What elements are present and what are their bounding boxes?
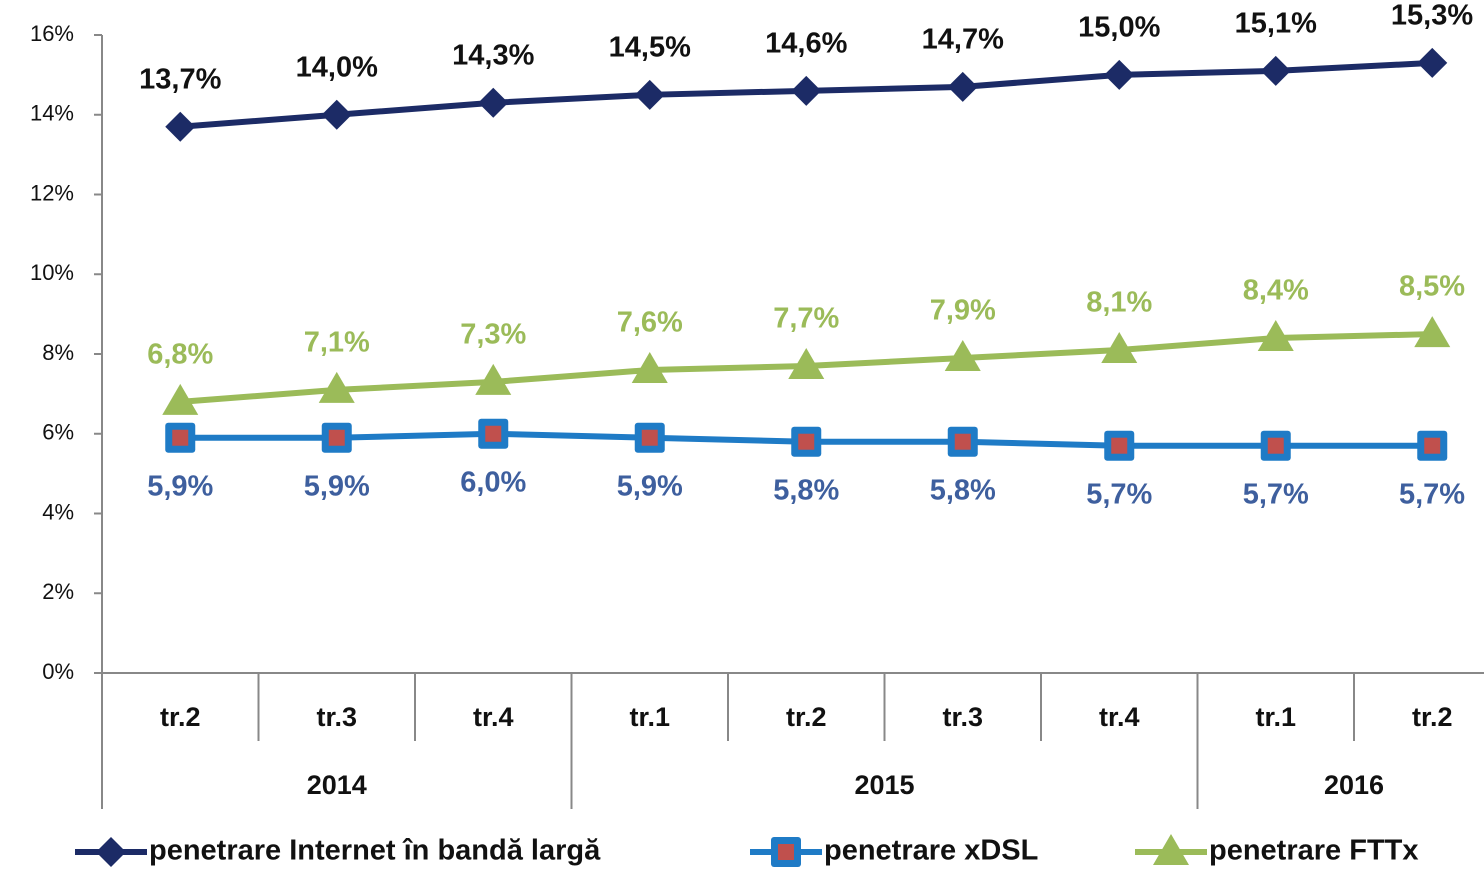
marker-core <box>798 433 815 450</box>
data-label: 5,8% <box>930 474 996 506</box>
x-tick-label: tr.3 <box>316 702 357 732</box>
x-tick-label: tr.3 <box>942 702 983 732</box>
y-tick-label: 0% <box>42 659 74 684</box>
marker <box>318 371 355 403</box>
data-label: 14,5% <box>609 31 691 63</box>
data-label: 13,7% <box>139 63 221 95</box>
data-label: 14,7% <box>922 23 1004 55</box>
data-label: 8,1% <box>1086 287 1152 319</box>
data-label: 6,8% <box>147 339 213 371</box>
data-label: 5,9% <box>617 470 683 502</box>
marker-core <box>485 425 502 442</box>
x-tick-label: tr.2 <box>1412 702 1453 732</box>
y-tick-label: 12% <box>30 180 74 205</box>
marker-core <box>1424 437 1441 454</box>
marker <box>631 351 668 383</box>
data-label: 7,7% <box>773 303 839 335</box>
marker <box>96 837 126 867</box>
marker <box>475 363 512 395</box>
legend-label: penetrare FTTx <box>1209 835 1419 867</box>
y-tick-label: 10% <box>30 260 74 285</box>
marker <box>947 426 978 457</box>
marker <box>1260 430 1291 461</box>
x-tick-label: tr.2 <box>786 702 827 732</box>
data-label: 8,4% <box>1243 275 1309 307</box>
marker <box>1153 834 1189 865</box>
marker <box>478 418 509 449</box>
marker-core <box>1267 437 1284 454</box>
marker-core <box>172 429 189 446</box>
marker <box>947 71 978 102</box>
x-tick-label: tr.4 <box>473 702 514 732</box>
marker <box>1417 430 1448 461</box>
y-tick-label: 4% <box>42 499 74 524</box>
data-label: 5,7% <box>1399 478 1465 510</box>
x-tick-label: tr.1 <box>629 702 670 732</box>
marker <box>1414 316 1451 348</box>
y-tick-label: 14% <box>30 101 74 126</box>
marker <box>478 87 509 118</box>
data-label: 5,9% <box>147 470 213 502</box>
data-label: 5,8% <box>773 474 839 506</box>
data-label: 14,3% <box>452 39 534 71</box>
y-tick-label: 16% <box>30 21 74 46</box>
marker <box>634 79 665 110</box>
data-label: 15,1% <box>1235 8 1317 40</box>
marker-core <box>778 844 794 860</box>
group-label: 2016 <box>1324 770 1384 800</box>
group-label: 2015 <box>854 770 914 800</box>
marker <box>162 383 199 415</box>
marker <box>788 347 825 379</box>
group-label: 2014 <box>307 770 367 800</box>
data-label: 7,9% <box>930 295 996 327</box>
marker <box>165 111 196 142</box>
marker-core <box>954 433 971 450</box>
data-label: 5,7% <box>1086 478 1152 510</box>
data-label: 5,9% <box>304 470 370 502</box>
marker <box>1257 320 1294 352</box>
marker <box>791 75 822 106</box>
marker <box>634 422 665 453</box>
x-tick-label: tr.4 <box>1099 702 1140 732</box>
marker-core <box>641 429 658 446</box>
x-tick-label: tr.1 <box>1255 702 1296 732</box>
marker <box>1104 430 1135 461</box>
marker <box>1104 59 1135 90</box>
data-label: 15,3% <box>1391 0 1473 32</box>
x-tick-label: tr.2 <box>160 702 201 732</box>
data-label: 7,3% <box>460 319 526 351</box>
data-label: 6,0% <box>460 466 526 498</box>
marker <box>321 422 352 453</box>
marker <box>1101 332 1138 364</box>
marker-core <box>1111 437 1128 454</box>
marker <box>944 339 981 371</box>
y-tick-label: 2% <box>42 579 74 604</box>
legend-label: penetrare Internet în bandă largă <box>149 835 601 867</box>
marker <box>771 837 801 867</box>
y-tick-label: 6% <box>42 420 74 445</box>
data-label: 14,6% <box>765 27 847 59</box>
data-label: 14,0% <box>296 51 378 83</box>
data-label: 8,5% <box>1399 271 1465 303</box>
marker <box>1260 55 1291 86</box>
marker <box>165 422 196 453</box>
legend-label: penetrare xDSL <box>824 835 1038 867</box>
data-label: 7,1% <box>304 327 370 359</box>
marker <box>1417 47 1448 78</box>
marker-core <box>328 429 345 446</box>
data-label: 15,0% <box>1078 12 1160 44</box>
data-label: 5,7% <box>1243 478 1309 510</box>
data-label: 7,6% <box>617 307 683 339</box>
y-tick-label: 8% <box>42 340 74 365</box>
marker <box>791 426 822 457</box>
marker <box>321 99 352 130</box>
